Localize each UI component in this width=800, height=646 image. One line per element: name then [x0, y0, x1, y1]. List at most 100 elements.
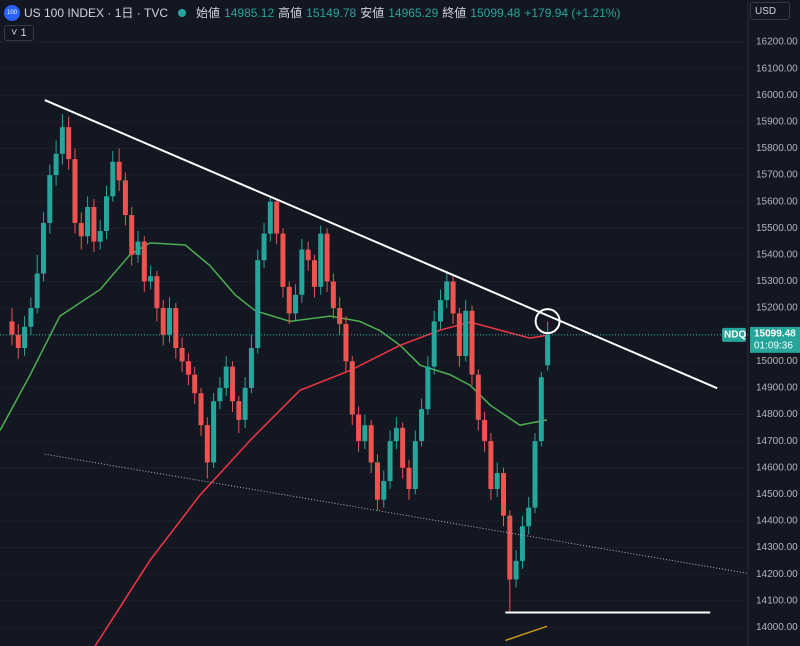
candle-body	[311, 260, 317, 287]
candle-body	[532, 441, 538, 508]
candle-body	[507, 515, 513, 580]
candle-body	[387, 441, 393, 482]
candle-body	[450, 281, 456, 314]
candle-body	[286, 286, 292, 314]
symbol-tag	[722, 327, 746, 342]
y-tick-label: 15500.00	[756, 223, 798, 234]
candle-body	[318, 233, 324, 287]
y-tick-label: 14400.00	[756, 516, 798, 527]
y-tick-label: 15200.00	[756, 303, 798, 314]
candle-body	[179, 348, 185, 362]
y-tick-label: 15000.00	[756, 356, 798, 367]
moving-average	[505, 625, 548, 642]
candle-body	[381, 481, 387, 500]
symbol-tag-text: NDQ	[724, 329, 746, 340]
high-label: 高値	[278, 6, 303, 20]
candle-body	[305, 249, 311, 261]
candle-body	[545, 334, 551, 366]
candle-body	[122, 180, 128, 215]
candle-body	[374, 462, 380, 500]
candle-body	[299, 249, 305, 295]
candle-body	[91, 206, 97, 242]
symbol-icon: 100	[4, 4, 20, 21]
candle-body	[513, 560, 519, 580]
candle-body	[330, 281, 336, 309]
marker-circle	[534, 308, 561, 335]
candle-body	[337, 308, 343, 325]
y-tick-label: 14000.00	[756, 622, 798, 633]
y-tick-label: 14100.00	[756, 595, 798, 606]
candle-body	[261, 233, 267, 261]
candle-body	[110, 161, 116, 197]
candle-body	[538, 377, 544, 442]
candle-body	[255, 260, 261, 349]
candle-body	[141, 241, 147, 282]
candle-body	[437, 300, 443, 322]
price-tag	[750, 326, 800, 353]
candle-body	[135, 241, 141, 255]
candle-body	[419, 409, 425, 442]
candle-body	[204, 425, 210, 463]
candle-body	[230, 366, 236, 402]
y-tick-label: 15600.00	[756, 196, 798, 207]
currency-button[interactable]: USD	[750, 2, 790, 20]
price-tag-countdown: 01:09:36	[754, 340, 793, 351]
candle-body	[368, 425, 374, 463]
candle-body	[28, 308, 34, 327]
indicator-toggle[interactable]: ˅ 1	[4, 25, 34, 41]
candle-body	[72, 159, 78, 223]
change: +179.94 (+1.21%)	[524, 5, 621, 20]
open-label: 始値	[196, 6, 221, 20]
legend-header: 100 US 100 INDEX · 1日 · TVC 始値 14985.12 高…	[4, 4, 620, 21]
candle-body	[211, 401, 217, 463]
y-tick-label: 15900.00	[756, 116, 798, 127]
candle-body	[324, 233, 330, 282]
candle-body	[223, 366, 229, 388]
candle-body	[519, 526, 525, 561]
open: 14985.12	[224, 5, 275, 20]
candle-body	[40, 222, 46, 274]
close-label: 終値	[442, 6, 467, 20]
candle-body	[198, 393, 204, 426]
y-tick-label: 15400.00	[756, 250, 798, 261]
candle-body	[475, 374, 481, 420]
candle-body	[9, 321, 15, 335]
candle-body	[85, 206, 91, 237]
candle-body	[482, 419, 488, 442]
candle-body	[412, 441, 418, 490]
candle-body	[192, 374, 198, 394]
candle-body	[160, 308, 166, 335]
y-tick-label: 14300.00	[756, 542, 798, 553]
candle-body	[267, 201, 273, 234]
y-tick-label: 14700.00	[756, 436, 798, 447]
candle-body	[185, 361, 191, 375]
status-dot	[178, 8, 187, 17]
candle-body	[362, 425, 368, 442]
moving-average	[94, 321, 548, 646]
symbol[interactable]: US 100 INDEX · 1日 · TVC	[24, 6, 169, 20]
low: 14965.29	[388, 5, 439, 20]
candle-body	[154, 276, 160, 309]
moving-average	[0, 242, 548, 431]
candle-body	[431, 321, 437, 367]
y-tick-label: 14800.00	[756, 409, 798, 420]
candle-body	[242, 387, 248, 420]
candle-body	[469, 310, 475, 375]
price-tag-price: 15099.48	[754, 328, 796, 339]
candle-body	[103, 196, 109, 231]
y-tick-label: 15300.00	[756, 276, 798, 287]
candle-body	[97, 230, 103, 242]
candle-body	[116, 161, 122, 181]
candle-body	[248, 348, 254, 388]
y-tick-label: 15800.00	[756, 143, 798, 154]
y-tick-label: 16000.00	[756, 90, 798, 101]
candle-body	[349, 361, 355, 415]
high: 15149.78	[306, 5, 357, 20]
candle-body	[280, 233, 286, 287]
candle-body	[173, 308, 179, 349]
close: 15099.48	[470, 5, 521, 20]
candle-body	[356, 414, 362, 442]
